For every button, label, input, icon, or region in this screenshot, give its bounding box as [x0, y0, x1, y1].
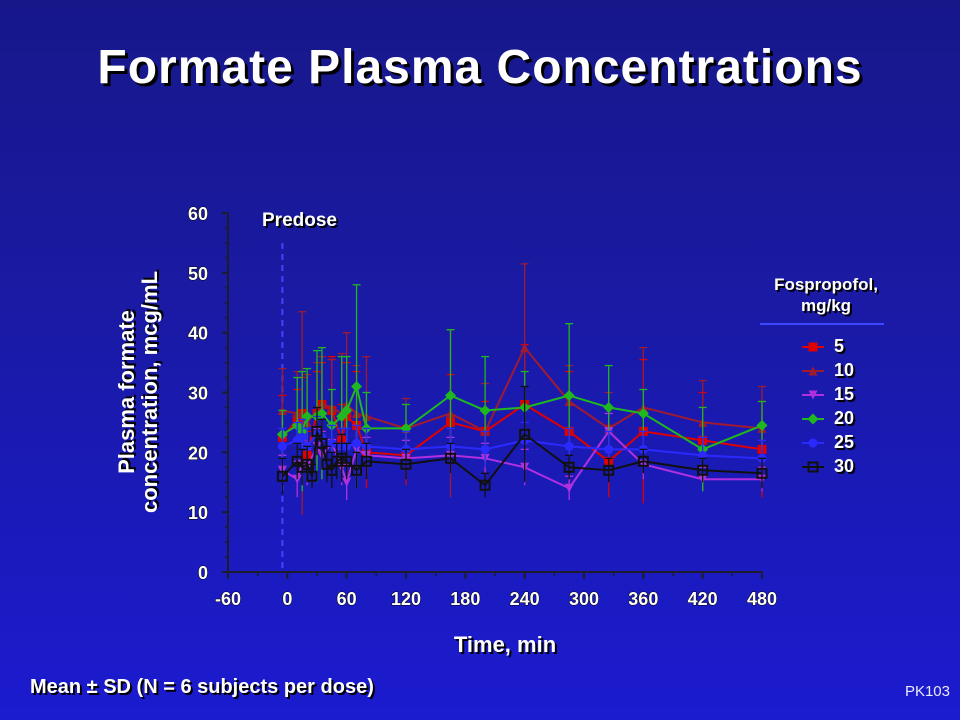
- data-point: [519, 428, 531, 440]
- legend-title-line2: mg/kg: [800, 296, 852, 315]
- data-point: [563, 461, 575, 473]
- legend-marker-shape: [807, 413, 819, 425]
- y-tick-label: 50: [188, 264, 208, 284]
- slide-title: Formate Plasma Concentrations: [97, 41, 863, 94]
- data-point: [311, 425, 323, 437]
- data-point: [327, 438, 337, 448]
- data-point: [341, 455, 353, 467]
- footnote: Mean ± SD (N = 6 subjects per dose): [30, 676, 374, 698]
- chart-series: [276, 263, 768, 516]
- legend-marker-shape: [808, 390, 818, 400]
- legend-label: 15: [834, 384, 855, 404]
- legend-marker-shape: [808, 366, 818, 376]
- data-point: [479, 404, 491, 416]
- data-point: [297, 432, 307, 442]
- legend-marker: [808, 342, 818, 352]
- legend-title: Fospropofol, mg/kg: [760, 274, 892, 316]
- x-tick-label: 360: [628, 589, 658, 609]
- x-tick-label: 60: [337, 589, 357, 609]
- x-tick-label: 180: [450, 589, 480, 609]
- data-point: [479, 479, 491, 491]
- legend-marker-shape: [808, 438, 818, 448]
- legend-divider: [760, 323, 884, 325]
- x-tick-label: -60: [215, 589, 241, 609]
- data-point: [698, 450, 708, 460]
- slide-code: PK103: [904, 683, 950, 700]
- y-tick-label: 0: [198, 563, 208, 583]
- x-tick-label: 240: [510, 589, 540, 609]
- data-point: [603, 401, 615, 413]
- legend-line: [802, 466, 824, 468]
- data-point: [604, 444, 614, 454]
- data-point: [445, 389, 456, 401]
- data-point: [306, 470, 318, 482]
- data-point: [341, 404, 353, 416]
- legend-marker: [808, 390, 818, 400]
- data-point: [756, 467, 768, 479]
- data-point: [563, 389, 575, 401]
- x-tick-label: 420: [688, 589, 718, 609]
- legend-label: 5: [834, 336, 845, 356]
- legend-marker: [808, 366, 818, 376]
- y-tick-label: 30: [188, 384, 208, 404]
- chart-axes: 0 10 20 30 40 50 60 -60 0 60 120 180 240 300 360 420 480: [187, 204, 777, 610]
- legend-label: 25: [834, 432, 855, 452]
- data-point: [637, 455, 649, 467]
- data-point: [564, 441, 574, 451]
- predose-annotation: Predose: [262, 210, 337, 231]
- y-tick-label: 10: [188, 503, 208, 523]
- legend-marker-shape: [807, 461, 819, 473]
- x-tick-label: 480: [747, 589, 777, 609]
- data-point: [351, 381, 363, 393]
- x-tick-label: 120: [391, 589, 421, 609]
- x-tick-label: 300: [569, 589, 599, 609]
- series-5: [277, 343, 767, 504]
- data-point: [351, 464, 363, 476]
- data-point: [603, 464, 615, 476]
- legend-marker: [807, 413, 819, 425]
- data-point: [756, 419, 768, 431]
- data-point: [400, 458, 412, 470]
- legend-label: 10: [834, 360, 855, 380]
- data-point: [564, 483, 574, 493]
- data-point: [277, 441, 287, 451]
- data-point: [637, 407, 649, 419]
- series-line: [282, 345, 763, 433]
- x-tick-label: 0: [282, 589, 292, 609]
- data-point: [520, 343, 530, 353]
- series-20: [276, 284, 768, 492]
- y-tick-label: 40: [188, 324, 208, 344]
- data-point: [445, 452, 456, 464]
- legend-marker: [807, 461, 819, 473]
- legend-marker-shape: [808, 342, 818, 352]
- data-point: [352, 438, 362, 448]
- y-tick-label: 60: [188, 204, 208, 224]
- data-point: [276, 470, 288, 482]
- data-point: [301, 458, 313, 470]
- data-point: [342, 477, 352, 487]
- data-point: [480, 444, 490, 454]
- data-point: [360, 455, 372, 467]
- data-point: [316, 437, 328, 449]
- legend-label: 30: [834, 456, 855, 476]
- series-30: [276, 385, 768, 498]
- x-axis-label: Time, min: [453, 632, 557, 657]
- legend-marker: [808, 438, 818, 448]
- data-point: [697, 464, 709, 476]
- legend-label: 20: [834, 408, 855, 428]
- y-tick-label: 20: [188, 443, 208, 463]
- legend-title-line1: Fospropofol,: [774, 275, 878, 294]
